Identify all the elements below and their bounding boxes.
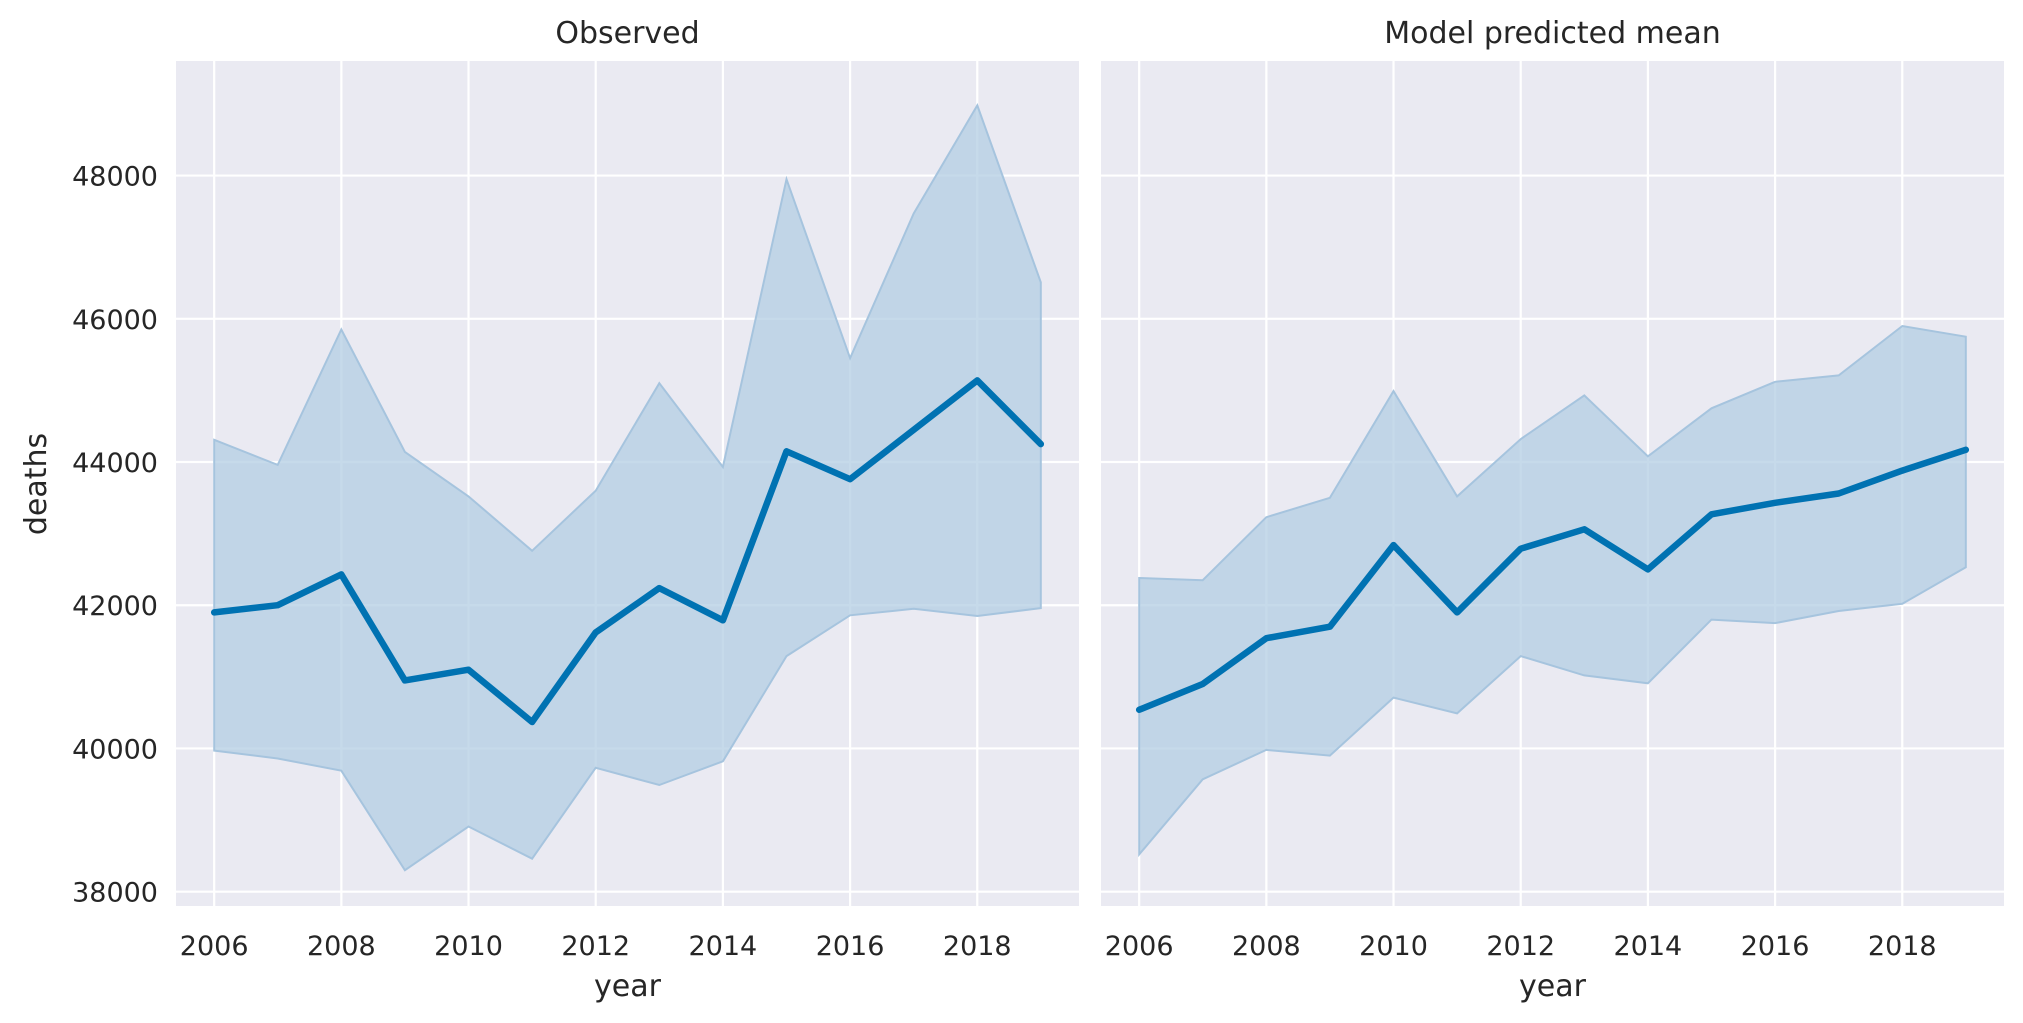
panel-model-predicted-mean: 2006 2008 2010 2012 2014 2016 2018 Model predi… [1101, 16, 2004, 1004]
panel-observed: 2006 2008 2010 2012 2014 2016 2018 38000 40000 4… [72, 16, 1079, 1004]
y-tick-label: 42000 [72, 591, 158, 622]
x-tick-label: 2006 [1105, 931, 1174, 962]
y-tick-label: 38000 [72, 878, 158, 909]
y-tick-label: 44000 [72, 448, 158, 479]
x-tick-label: 2016 [1741, 931, 1810, 962]
x-tick-label: 2014 [1614, 931, 1683, 962]
panel-title: Model predicted mean [1384, 16, 1721, 51]
x-tick-label: 2014 [689, 931, 758, 962]
x-axis-label: year [1519, 969, 1587, 1004]
x-tick-label: 2010 [434, 931, 503, 962]
mean-line [210, 377, 1045, 726]
y-tick-label: 46000 [72, 305, 158, 336]
y-tick-label: 40000 [72, 734, 158, 765]
x-axis-label: year [594, 969, 662, 1004]
x-tick-label: 2012 [561, 931, 630, 962]
x-tick-labels: 2006 2008 2010 2012 2014 2016 2018 [1105, 931, 1937, 962]
x-tick-label: 2018 [1868, 931, 1937, 962]
y-tick-label: 48000 [72, 162, 158, 193]
x-tick-label: 2016 [816, 931, 885, 962]
y-tick-labels: 38000 40000 42000 44000 46000 48000 [72, 162, 158, 909]
x-tick-label: 2018 [943, 931, 1012, 962]
panel-title: Observed [555, 16, 699, 51]
x-tick-label: 2010 [1359, 931, 1428, 962]
x-tick-label: 2012 [1486, 931, 1555, 962]
mean-line [1135, 446, 1970, 714]
x-tick-labels: 2006 2008 2010 2012 2014 2016 2018 [180, 931, 1012, 962]
x-tick-label: 2008 [307, 931, 376, 962]
confidence-band [1138, 324, 1967, 858]
x-tick-label: 2008 [1232, 931, 1301, 962]
y-axis-label: deaths [19, 433, 54, 535]
x-tick-label: 2006 [180, 931, 249, 962]
